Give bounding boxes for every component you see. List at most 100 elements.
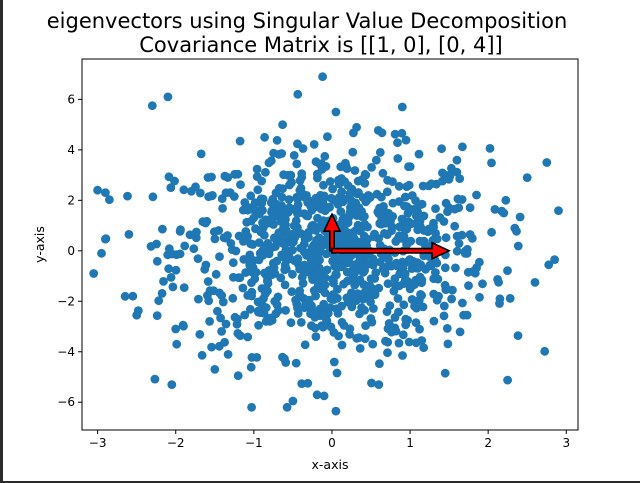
data-point — [332, 304, 341, 314]
data-point — [371, 155, 381, 165]
data-point — [185, 230, 195, 240]
chart-title: eigenvectors using Singular Value Decomp… — [47, 9, 568, 33]
data-point — [221, 319, 231, 329]
data-point — [360, 219, 370, 229]
data-point — [331, 406, 341, 416]
data-point — [360, 212, 369, 221]
data-point — [247, 291, 256, 301]
data-point — [318, 72, 327, 82]
data-point — [320, 280, 330, 290]
data-point — [214, 226, 224, 235]
data-point — [203, 291, 212, 300]
data-point — [278, 120, 287, 130]
window-border-bottom — [0, 481, 640, 483]
data-point — [251, 224, 260, 234]
data-point — [217, 194, 227, 204]
data-point — [515, 212, 525, 222]
data-point — [512, 226, 521, 236]
data-point — [320, 151, 330, 161]
data-point — [332, 368, 342, 378]
x-axis-label: x-axis — [312, 457, 349, 472]
data-point — [354, 188, 363, 197]
data-point — [223, 231, 232, 240]
data-point — [451, 263, 460, 273]
x-tick-label: 3 — [562, 436, 570, 450]
data-point — [179, 283, 189, 292]
data-point — [175, 249, 185, 259]
data-point — [378, 264, 388, 274]
data-point — [150, 374, 160, 384]
data-point — [337, 340, 347, 350]
data-point — [278, 352, 287, 362]
data-point — [384, 208, 393, 218]
data-point — [402, 224, 412, 234]
data-point — [152, 256, 162, 266]
data-point — [348, 260, 358, 270]
data-point — [229, 192, 239, 201]
data-point — [447, 294, 456, 304]
data-point — [383, 348, 392, 358]
data-point — [463, 267, 473, 277]
data-point — [172, 339, 182, 349]
data-point — [285, 180, 294, 190]
data-point — [303, 248, 313, 258]
data-point — [447, 163, 456, 173]
data-point — [255, 209, 264, 219]
data-point — [371, 268, 381, 277]
data-point — [329, 357, 339, 367]
data-point — [313, 173, 322, 183]
data-point — [365, 193, 375, 202]
data-point — [292, 159, 302, 169]
data-point — [312, 390, 322, 400]
data-point — [159, 277, 168, 286]
data-point — [434, 291, 443, 301]
data-point — [201, 260, 211, 270]
y-tick-label: 0 — [67, 244, 75, 258]
data-point — [288, 269, 297, 279]
data-point — [318, 196, 328, 206]
data-point — [427, 179, 436, 189]
data-point — [176, 225, 185, 235]
data-point — [203, 173, 213, 182]
data-point — [166, 273, 176, 282]
data-point — [285, 254, 295, 263]
data-point — [441, 198, 451, 208]
data-point — [171, 324, 181, 334]
data-point — [438, 176, 447, 186]
y-tick-label: −4 — [57, 345, 75, 359]
data-point — [366, 314, 376, 323]
data-point — [243, 332, 253, 342]
data-point — [330, 294, 340, 303]
data-point — [328, 184, 337, 194]
data-point — [252, 164, 262, 174]
data-point — [309, 286, 319, 295]
data-point — [394, 338, 404, 348]
data-point — [164, 244, 174, 254]
data-point — [428, 235, 438, 245]
data-point — [403, 276, 412, 286]
data-point — [386, 216, 395, 226]
data-point — [414, 149, 424, 159]
data-point — [259, 230, 269, 240]
data-point — [450, 221, 460, 231]
data-point — [235, 273, 245, 283]
data-point — [215, 252, 224, 261]
data-point — [191, 182, 200, 192]
data-point — [375, 203, 384, 213]
data-point — [370, 290, 380, 299]
data-point — [452, 246, 462, 256]
data-point — [350, 166, 360, 175]
data-point — [349, 233, 359, 243]
data-point — [431, 204, 440, 214]
data-point — [193, 254, 203, 263]
data-point — [261, 167, 270, 177]
data-point — [415, 324, 424, 334]
data-point — [472, 190, 481, 200]
data-point — [455, 327, 465, 337]
data-point — [266, 198, 276, 208]
y-tick-label: 4 — [67, 143, 75, 157]
data-point — [97, 248, 106, 258]
data-point — [464, 281, 473, 290]
eigenvector-arrow-vertical — [322, 212, 342, 252]
data-point — [375, 219, 385, 229]
